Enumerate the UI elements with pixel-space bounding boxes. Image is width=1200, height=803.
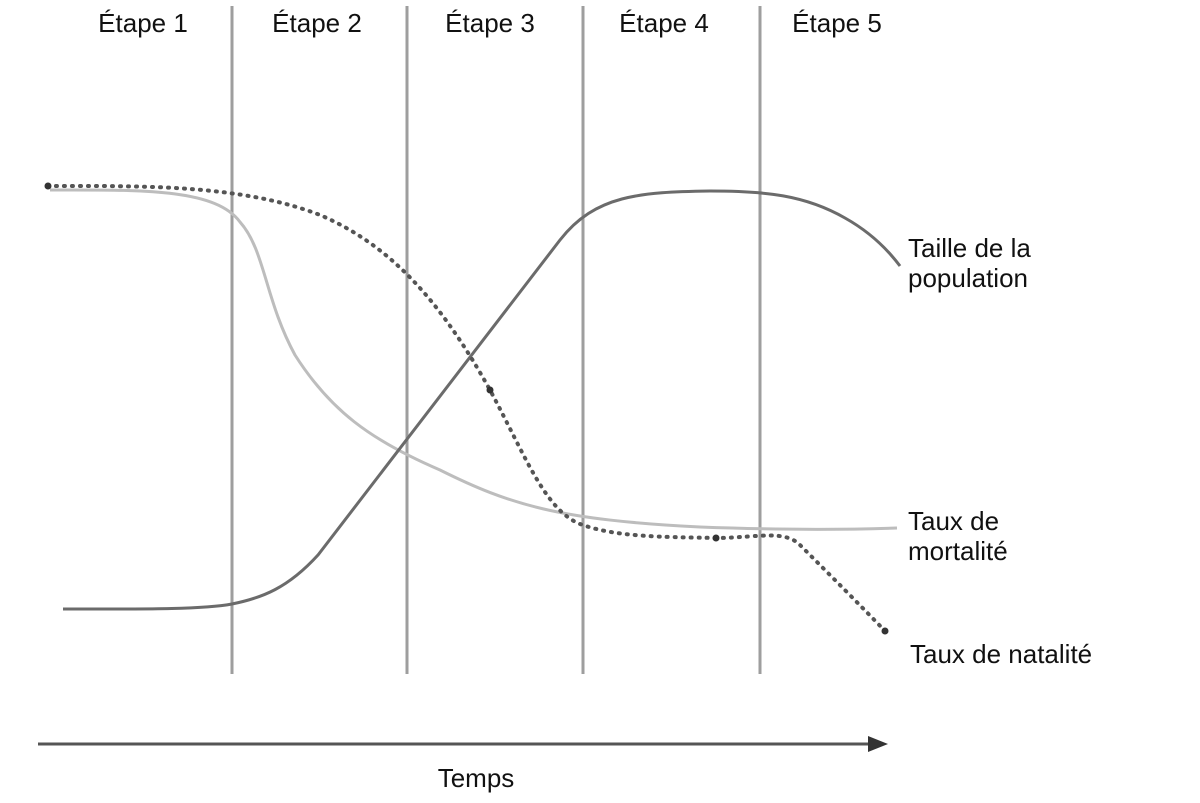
- stage-labels: Étape 1 Étape 2 Étape 3 Étape 4 Étape 5: [98, 8, 882, 38]
- time-axis-arrowhead: [868, 736, 888, 752]
- natality-markers: [44, 182, 889, 635]
- stage-label-3: Étape 3: [445, 8, 535, 38]
- mortality-label-line1: Taux de: [908, 506, 999, 536]
- natality-start-dot: [44, 182, 52, 190]
- natality-curve: [46, 183, 887, 633]
- time-axis: Temps: [38, 736, 888, 793]
- population-label-line1: Taille de la: [908, 233, 1031, 263]
- mortality-curve: [49, 188, 898, 531]
- natality-mid-dot: [486, 386, 494, 394]
- natality-plateau-dot: [712, 534, 720, 542]
- stage-label-4: Étape 4: [619, 8, 709, 38]
- stage-label-2: Étape 2: [272, 8, 362, 38]
- population-curve: [62, 189, 902, 611]
- natality-end-dot: [881, 627, 889, 635]
- population-label-line2: population: [908, 263, 1028, 293]
- natality-label: Taux de natalité: [910, 639, 1092, 669]
- time-axis-label: Temps: [438, 763, 515, 793]
- stage-dividers: [230, 6, 762, 674]
- curve-labels: Taille de la population Taux de mortalit…: [908, 233, 1092, 669]
- mortality-label-line2: mortalité: [908, 536, 1008, 566]
- stage-label-1: Étape 1: [98, 8, 188, 38]
- stage-label-5: Étape 5: [792, 8, 882, 38]
